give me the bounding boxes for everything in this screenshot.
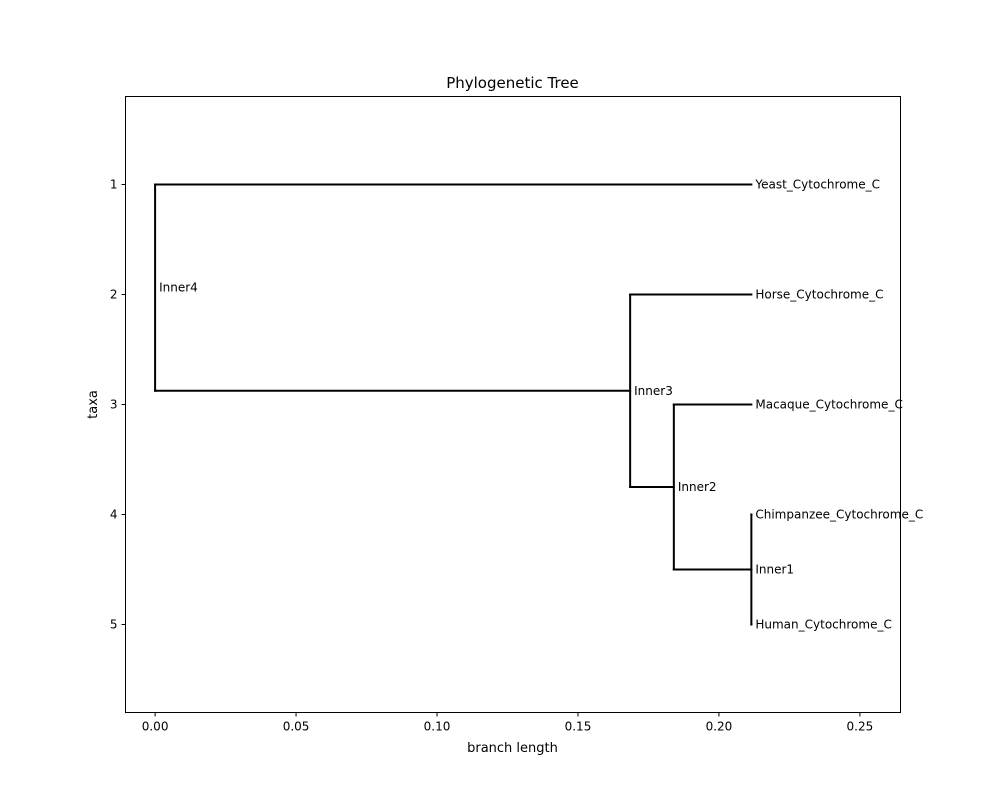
plot-frame [125,96,901,713]
y-tick-label: 4 [110,508,118,522]
x-axis-ticks: 0.00 0.05 0.10 0.15 0.20 0.25 [142,712,874,734]
node-label-yeast: Yeast_Cytochrome_C [754,178,880,192]
node-label-inner1: Inner1 [755,563,794,577]
node-label-chimp: Chimpanzee_Cytochrome_C [755,508,923,522]
chart-title: Phylogenetic Tree [446,74,579,92]
x-tick-label: 0.20 [706,720,733,734]
node-label-inner3: Inner3 [634,384,673,398]
node-label-inner4: Inner4 [159,281,198,295]
y-axis-label: taxa [86,390,101,419]
x-tick-label: 0.00 [142,720,169,734]
y-axis-ticks: 1 2 3 4 5 [110,178,126,632]
tree-branches [154,183,753,626]
y-tick-label: 3 [110,398,118,412]
y-tick-label: 1 [110,178,118,192]
node-label-inner2: Inner2 [678,480,717,494]
x-tick-label: 0.15 [565,720,592,734]
node-label-human: Human_Cytochrome_C [755,618,891,632]
y-tick-label: 2 [110,288,118,302]
node-labels: Inner4 Yeast_Cytochrome_C Inner3 Horse_Cyto… [159,178,923,632]
node-label-horse: Horse_Cytochrome_C [755,288,883,302]
x-tick-label: 0.10 [424,720,451,734]
x-axis-label: branch length [467,741,558,756]
y-tick-label: 5 [110,618,118,632]
x-tick-label: 0.05 [283,720,310,734]
x-tick-label: 0.25 [847,720,874,734]
node-label-macaque: Macaque_Cytochrome_C [755,398,902,412]
